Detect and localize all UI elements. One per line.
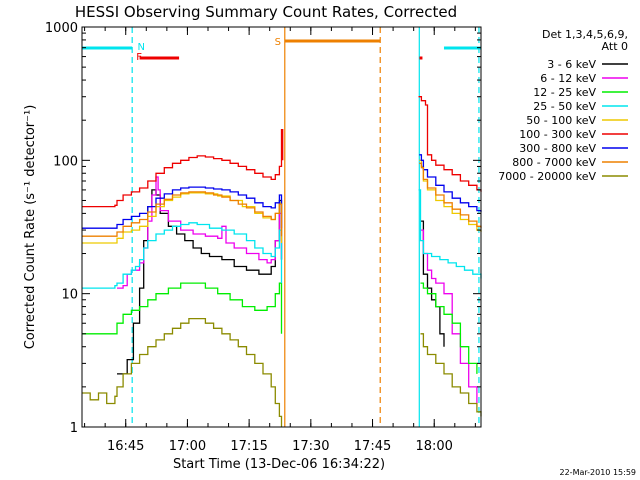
y-tick-label-3: 1000 (45, 21, 78, 36)
flare-flag-dot (419, 56, 423, 60)
y-tick-label-2: 100 (53, 154, 78, 169)
y-tick-label-0: 1 (70, 421, 78, 436)
y-tick-label-1: 10 (61, 288, 78, 303)
legend-label-5: 100 - 300 keV (519, 128, 596, 141)
legend-label-1: 6 - 12 keV (540, 72, 596, 85)
legend-label-6: 300 - 800 keV (519, 142, 596, 155)
series-line-12-25-kev-b (420, 282, 478, 374)
legend-label-2: 12 - 25 keV (533, 86, 596, 99)
legend-label-7: 800 - 7000 keV (512, 156, 596, 169)
series-line-6-12-kev (117, 176, 283, 289)
flare-flag-label: F (136, 52, 142, 63)
plot-area: NF S (82, 27, 482, 427)
series-line-800-7000-kev-b (419, 162, 482, 229)
chart-title: HESSI Observing Summary Count Rates, Cor… (75, 3, 457, 21)
x-tick-label-5: 18:00 (415, 439, 452, 454)
series-line-12-25-kev (82, 282, 283, 335)
series-line-25-50-kev (82, 222, 283, 289)
legend-label-3: 25 - 50 keV (533, 100, 596, 113)
x-tick-label-0: 16:45 (107, 439, 144, 454)
series-line-100-300-kev-b (418, 96, 482, 192)
x-axis-label: Start Time (13-Dec-06 16:34:22) (173, 457, 385, 472)
axes: 16:45 17:00 17:15 17:30 17:45 18:00 1 10 100 1000 (45, 21, 481, 454)
x-tick-label-3: 17:30 (292, 439, 329, 454)
legend-label-8: 7000 - 20000 keV (498, 170, 596, 183)
y-axis-label: Corrected Count Rate (s⁻¹ detector⁻¹) (23, 105, 38, 350)
series-line-25-50-kev-b (418, 189, 482, 279)
series-line-50-100-kev (82, 192, 283, 244)
legend-header-0: Det 1,3,4,5,6,9, (542, 28, 628, 41)
series-line-3-6-kev (117, 189, 283, 375)
night-flag-label: N (137, 42, 144, 53)
series-line-800-7000-kev (82, 191, 283, 237)
x-tick-label-2: 17:15 (230, 439, 267, 454)
legend-label-4: 50 - 100 keV (526, 114, 596, 127)
series-line-7000-20000-kev (82, 317, 283, 427)
legend-label-0: 3 - 6 keV (547, 58, 596, 71)
legend-header-1: Att 0 (602, 40, 628, 53)
series-line-300-800-kev (82, 186, 283, 229)
series-line-3-6-kev-b (420, 220, 445, 347)
date-stamp: 22-Mar-2010 15:59 (560, 468, 637, 477)
series-line-300-800-kev-b (419, 154, 482, 212)
x-tick-label-1: 17:00 (169, 439, 206, 454)
plot-frame (81, 26, 482, 428)
x-tick-label-4: 17:45 (354, 439, 391, 454)
series-line-7000-20000-kev-b (420, 333, 482, 417)
saa-flag-label: S (275, 37, 281, 48)
series-line-100-300-kev (82, 128, 284, 208)
